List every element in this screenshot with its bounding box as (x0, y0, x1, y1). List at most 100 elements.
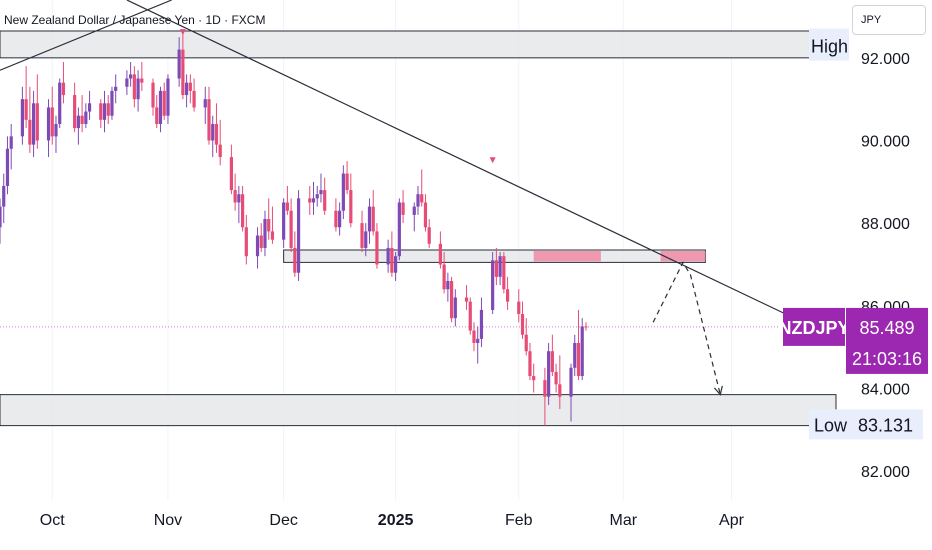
candle-body (573, 342, 577, 368)
candle-body (468, 301, 472, 331)
candle-body (240, 194, 245, 228)
candle-body (293, 247, 297, 273)
candle-body (479, 309, 484, 339)
low-label-box (809, 409, 923, 440)
candle-body (427, 227, 431, 244)
candle-body (73, 95, 77, 129)
candle-body (99, 103, 103, 120)
candle-body (214, 123, 219, 145)
price-tags: High Low 83.131 NZDJPY 85.489 21:03:16 (778, 28, 928, 440)
candle-body (311, 198, 316, 203)
candle-body (177, 49, 181, 79)
y-tick-label: 82.000 (861, 464, 910, 481)
candle-body (102, 103, 107, 120)
candle-body (259, 235, 263, 248)
chart-title: New Zealand Dollar / Japanese Yen · 1D ·… (4, 13, 265, 27)
candle-body (237, 194, 241, 203)
candle-body (390, 247, 394, 273)
highlight-box (533, 251, 601, 262)
candle-body (315, 194, 319, 199)
candle-body (296, 198, 301, 273)
x-tick-label: Dec (269, 512, 297, 529)
candle-body (267, 219, 271, 232)
candle-body (28, 119, 32, 145)
zone-box (0, 394, 837, 427)
candle-body (558, 384, 562, 397)
candle-body (218, 144, 222, 158)
candle-body (20, 99, 24, 137)
candle-body (80, 115, 84, 124)
candle-body (550, 351, 554, 372)
zones-layer (0, 0, 837, 500)
candle-body (61, 82, 66, 96)
candle-body (345, 173, 349, 191)
candle-body (106, 103, 110, 116)
candle-body (505, 289, 510, 302)
candle-body (166, 78, 170, 116)
candle-body (319, 190, 323, 195)
candle-body (84, 111, 88, 124)
trendlines-layer (0, 0, 799, 396)
price-tag-box (846, 307, 928, 374)
candle-body (282, 202, 286, 240)
candle-body (367, 206, 372, 232)
candle-body (386, 247, 390, 265)
candle-body (349, 190, 353, 224)
candle-body (132, 74, 136, 100)
y-tick-label: 90.000 (861, 133, 910, 150)
candle-body (528, 351, 532, 377)
candle-body (569, 367, 573, 397)
candle-body (255, 235, 260, 257)
candle-body (2, 185, 6, 207)
zone-box (0, 30, 837, 59)
candle-body (110, 90, 114, 116)
low-label: Low (814, 415, 848, 435)
candle-body (211, 123, 215, 141)
candle-body (547, 351, 551, 397)
trendline (126, 0, 799, 321)
candle-body (244, 227, 248, 257)
y-tick-label: 92.000 (861, 51, 910, 68)
candle-body (233, 190, 237, 203)
forecast-arrowhead (713, 385, 723, 396)
x-tick-label: Nov (154, 512, 182, 529)
candle-body (9, 136, 13, 149)
candle-body (125, 78, 129, 87)
candle-body (136, 78, 140, 100)
candle-body (207, 99, 211, 141)
currency-selector[interactable]: JPY (852, 5, 926, 35)
low-value: 83.131 (858, 415, 913, 435)
candle-body (129, 74, 133, 79)
candle-body (155, 107, 159, 124)
candle-body (341, 173, 345, 211)
candle-body (397, 202, 401, 257)
candle-body (375, 231, 379, 265)
candles-layer (0, 33, 588, 426)
high-label: High (811, 37, 848, 57)
high-label-box (809, 28, 849, 61)
currency-label: JPY (861, 14, 882, 26)
x-tick-label: Oct (40, 512, 65, 529)
candle-body (35, 103, 39, 141)
symbol-tag-box (783, 307, 845, 346)
x-tick-label: Feb (505, 512, 533, 529)
candle-body (192, 90, 196, 108)
candle-body (162, 90, 166, 116)
x-axis: Oct Nov Dec 2025 Feb Mar Apr (40, 512, 745, 529)
candle-body (289, 210, 293, 248)
zone-box (283, 249, 706, 263)
candle-body (140, 78, 144, 83)
candle-body (491, 260, 495, 310)
candle-body (114, 86, 118, 91)
candle-body (308, 198, 312, 203)
candle-body (185, 82, 189, 96)
candle-body (453, 297, 457, 319)
candle-body (584, 326, 588, 328)
candle-body (158, 90, 163, 124)
candle-body (5, 148, 10, 186)
candle-body (517, 301, 521, 315)
candle-body (87, 103, 92, 112)
symbol-label: NZDJPY (778, 318, 849, 338)
candle-body (420, 194, 424, 203)
